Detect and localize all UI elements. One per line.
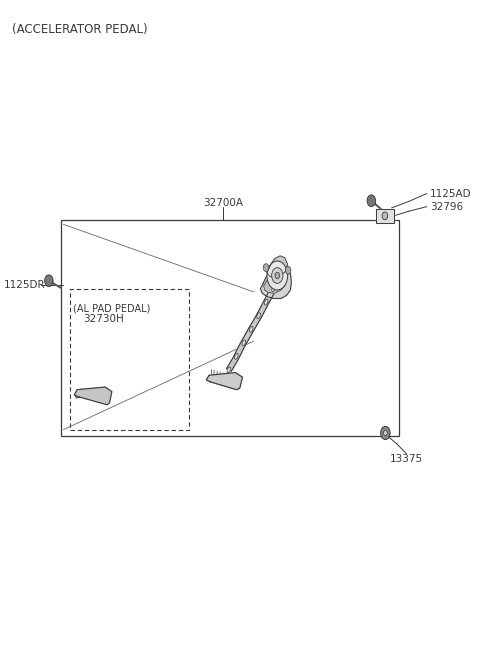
Circle shape (285, 266, 291, 274)
Bar (70, 289, 190, 430)
Ellipse shape (235, 354, 238, 359)
Ellipse shape (227, 367, 231, 373)
Polygon shape (206, 373, 242, 390)
Circle shape (382, 212, 388, 220)
Circle shape (45, 275, 53, 287)
Text: (AL PAD PEDAL): (AL PAD PEDAL) (73, 303, 150, 314)
Polygon shape (264, 270, 287, 293)
Polygon shape (260, 265, 291, 298)
Ellipse shape (257, 313, 261, 319)
Circle shape (381, 426, 390, 440)
Polygon shape (74, 387, 112, 405)
Text: 32700A: 32700A (203, 198, 243, 209)
Circle shape (263, 264, 269, 272)
Ellipse shape (242, 340, 246, 346)
Ellipse shape (264, 299, 268, 305)
Polygon shape (376, 209, 394, 223)
Ellipse shape (250, 327, 253, 332)
Text: 32730H: 32730H (83, 314, 124, 325)
Text: 13375: 13375 (390, 454, 423, 464)
Text: 32796: 32796 (430, 201, 463, 212)
Bar (61, 220, 399, 436)
Text: 1125DR: 1125DR (4, 280, 46, 291)
Text: 1125AD: 1125AD (430, 188, 472, 199)
Polygon shape (227, 287, 276, 371)
Circle shape (384, 430, 387, 436)
Circle shape (275, 272, 280, 279)
Polygon shape (267, 256, 288, 277)
Text: (ACCELERATOR PEDAL): (ACCELERATOR PEDAL) (12, 23, 147, 36)
Ellipse shape (272, 286, 276, 291)
Circle shape (267, 261, 288, 290)
Circle shape (367, 195, 375, 207)
Circle shape (272, 268, 283, 283)
